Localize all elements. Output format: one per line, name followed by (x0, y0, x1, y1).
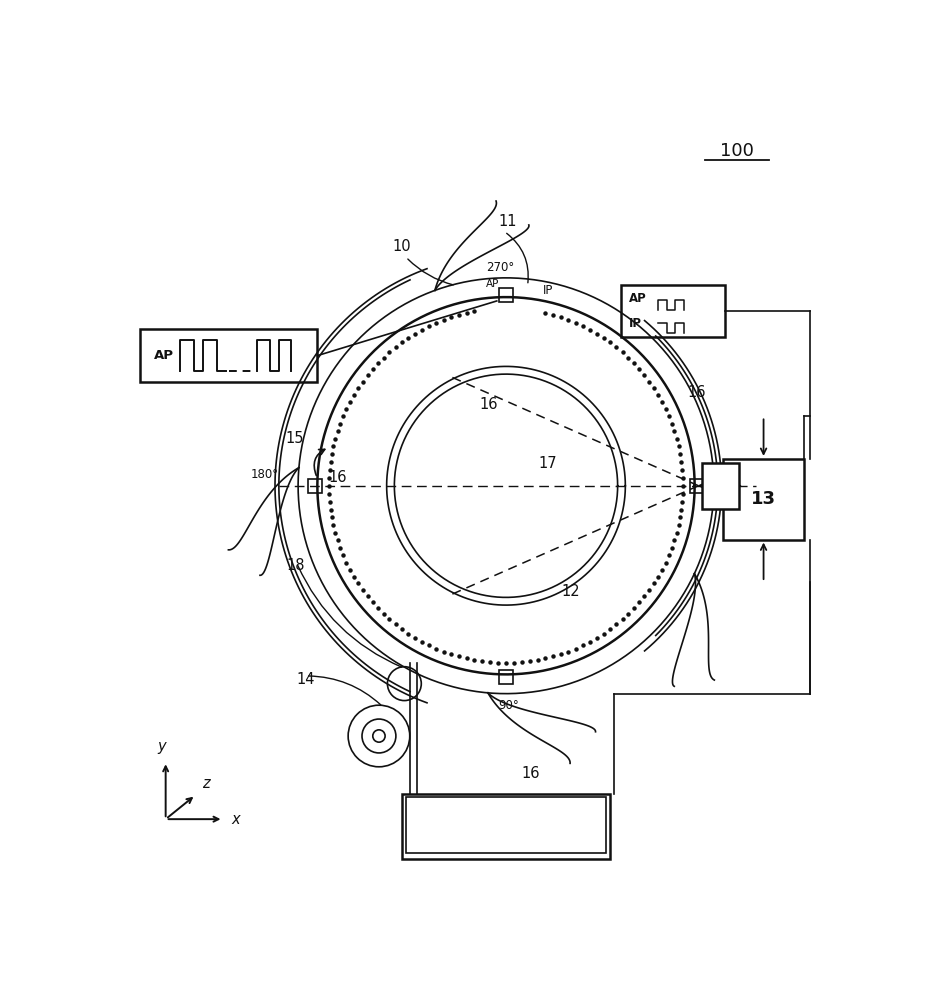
Bar (499, 670, 512, 684)
Text: 16: 16 (479, 397, 497, 412)
Text: AP: AP (629, 292, 647, 305)
Text: 90°: 90° (498, 699, 519, 712)
Bar (690, 479, 704, 493)
Text: 16: 16 (329, 470, 347, 485)
Bar (406, 797, 606, 853)
Text: 14: 14 (296, 672, 315, 687)
Bar (702, 463, 739, 509)
Text: 0°: 0° (717, 469, 731, 482)
Text: IP: IP (629, 317, 642, 330)
Text: 18: 18 (287, 558, 305, 573)
Text: AP: AP (486, 279, 499, 289)
Text: 16: 16 (521, 766, 540, 781)
Text: x: x (232, 812, 240, 827)
Text: 270°: 270° (486, 261, 514, 274)
Bar (499, 288, 512, 302)
Bar (723, 459, 804, 540)
Text: 100: 100 (720, 142, 754, 160)
Text: 11: 11 (498, 214, 517, 229)
Bar (308, 479, 322, 493)
Text: IP: IP (543, 284, 553, 297)
Text: 12: 12 (562, 584, 580, 599)
Text: 10: 10 (392, 239, 411, 254)
Text: y: y (158, 739, 166, 754)
Bar (402, 794, 610, 859)
Text: 13: 13 (751, 490, 776, 508)
Text: 16: 16 (687, 385, 705, 400)
Text: 15: 15 (285, 431, 304, 446)
Text: 17: 17 (538, 456, 557, 471)
Text: z: z (202, 776, 210, 791)
Text: AP: AP (154, 349, 174, 362)
Text: 180°: 180° (251, 468, 279, 481)
Bar (140, 329, 317, 382)
Bar (622, 285, 725, 337)
